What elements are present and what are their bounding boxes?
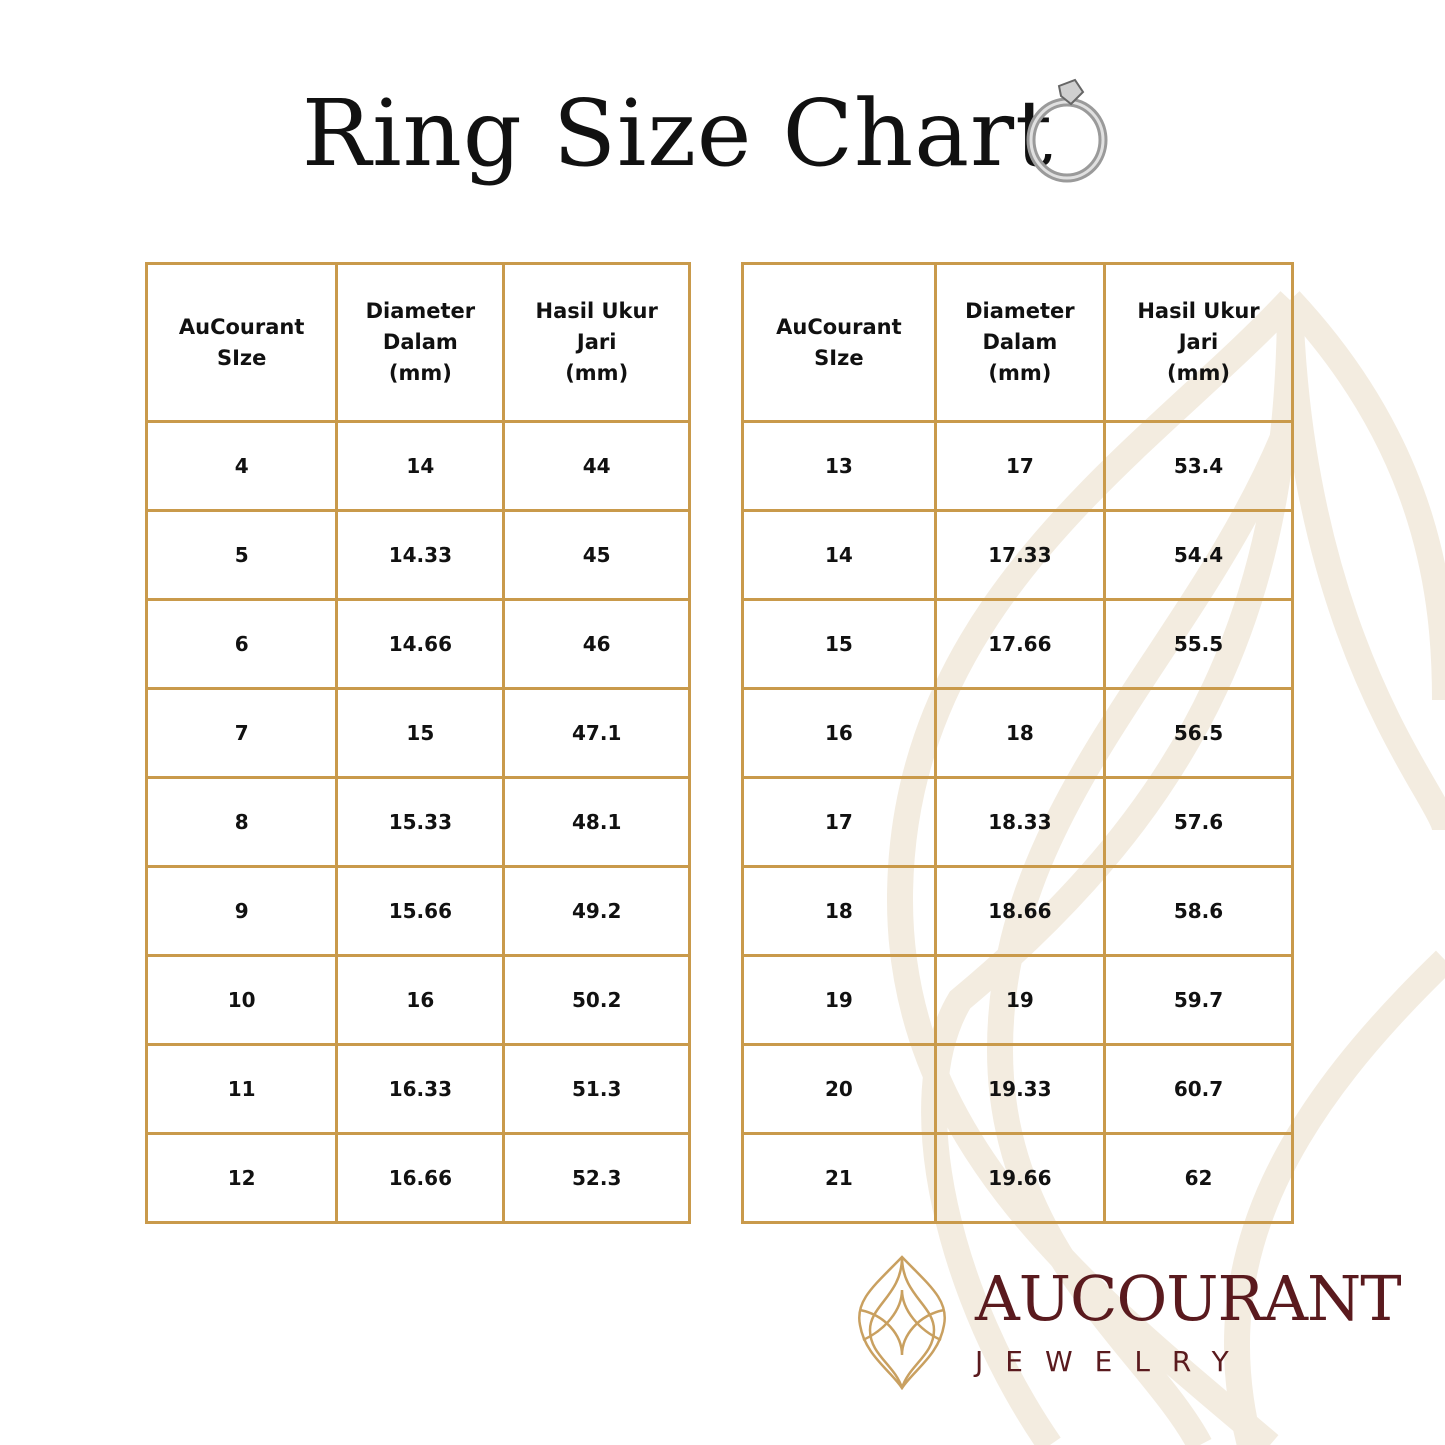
size-cell: 7 [144,687,339,779]
table-row: 17 18.33 57.6 [741,776,1295,868]
table-row: 15 17.66 55.5 [741,598,1295,690]
finger-cell: 57.6 [1102,776,1295,868]
size-table-right: AuCourant SIze Diameter Dalam (mm) Hasil U… [741,262,1295,1224]
table-row: 18 18.66 58.6 [741,865,1295,957]
table-row: 8 15.33 48.1 [144,776,691,868]
table-row: 6 14.66 46 [144,598,691,690]
size-cell: 5 [144,509,339,601]
size-cell: 13 [741,420,937,512]
table-row: 16 18 56.5 [741,687,1295,779]
header-finger: Hasil Ukur Jari (mm) [502,262,691,423]
size-cell: 16 [741,687,937,779]
size-cell: 15 [741,598,937,690]
brand-subtitle: JEWELRY [975,1345,1251,1378]
brand-name: AUCOURANT [975,1262,1402,1335]
finger-cell: 54.4 [1102,509,1295,601]
table-row: 14 17.33 54.4 [741,509,1295,601]
brand-logo-icon [857,1255,947,1390]
ring-icon [1026,78,1108,183]
finger-cell: 60.7 [1102,1043,1295,1135]
finger-cell: 50.2 [502,954,691,1046]
diameter-cell: 19.66 [933,1132,1106,1224]
size-cell: 11 [144,1043,339,1135]
table-row: 12 16.66 52.3 [144,1132,691,1224]
header-diameter: Diameter Dalam (mm) [933,262,1106,423]
finger-cell: 46 [502,598,691,690]
size-cell: 10 [144,954,339,1046]
diameter-cell: 18 [933,687,1106,779]
finger-cell: 56.5 [1102,687,1295,779]
finger-cell: 62 [1102,1132,1295,1224]
diameter-cell: 18.33 [933,776,1106,868]
table-row: 10 16 50.2 [144,954,691,1046]
table-row: 19 19 59.7 [741,954,1295,1046]
diameter-cell: 15.33 [335,776,506,868]
header-size: AuCourant SIze [144,262,339,423]
size-cell: 12 [144,1132,339,1224]
diameter-cell: 15.66 [335,865,506,957]
diameter-cell: 16.33 [335,1043,506,1135]
diameter-cell: 14.66 [335,598,506,690]
size-cell: 21 [741,1132,937,1224]
diameter-cell: 19.33 [933,1043,1106,1135]
finger-cell: 52.3 [502,1132,691,1224]
table-row: 11 16.33 51.3 [144,1043,691,1135]
table-row: 5 14.33 45 [144,509,691,601]
finger-cell: 44 [502,420,691,512]
diameter-cell: 16.66 [335,1132,506,1224]
finger-cell: 45 [502,509,691,601]
finger-cell: 51.3 [502,1043,691,1135]
diameter-cell: 14.33 [335,509,506,601]
finger-cell: 59.7 [1102,954,1295,1046]
table-row: 21 19.66 62 [741,1132,1295,1224]
size-cell: 8 [144,776,339,868]
table-row: 4 14 44 [144,420,691,512]
header-diameter: Diameter Dalam (mm) [335,262,506,423]
size-cell: 19 [741,954,937,1046]
size-table-left: AuCourant SIze Diameter Dalam (mm) Hasil U… [144,262,691,1224]
size-cell: 14 [741,509,937,601]
diameter-cell: 17.33 [933,509,1106,601]
size-cell: 17 [741,776,937,868]
size-cell: 20 [741,1043,937,1135]
diameter-cell: 15 [335,687,506,779]
table-row: 7 15 47.1 [144,687,691,779]
finger-cell: 48.1 [502,776,691,868]
diameter-cell: 17 [933,420,1106,512]
size-cell: 18 [741,865,937,957]
finger-cell: 49.2 [502,865,691,957]
size-cell: 6 [144,598,339,690]
page-title: Ring Size Chart [301,80,1054,187]
finger-cell: 47.1 [502,687,691,779]
diameter-cell: 17.66 [933,598,1106,690]
diameter-cell: 19 [933,954,1106,1046]
header-size: AuCourant SIze [741,262,937,423]
size-cell: 9 [144,865,339,957]
diameter-cell: 18.66 [933,865,1106,957]
finger-cell: 53.4 [1102,420,1295,512]
diameter-cell: 14 [335,420,506,512]
finger-cell: 55.5 [1102,598,1295,690]
diameter-cell: 16 [335,954,506,1046]
finger-cell: 58.6 [1102,865,1295,957]
table-row: 9 15.66 49.2 [144,865,691,957]
table-row: 20 19.33 60.7 [741,1043,1295,1135]
size-cell: 4 [144,420,339,512]
table-row: 13 17 53.4 [741,420,1295,512]
header-finger: Hasil Ukur Jari (mm) [1102,262,1295,423]
